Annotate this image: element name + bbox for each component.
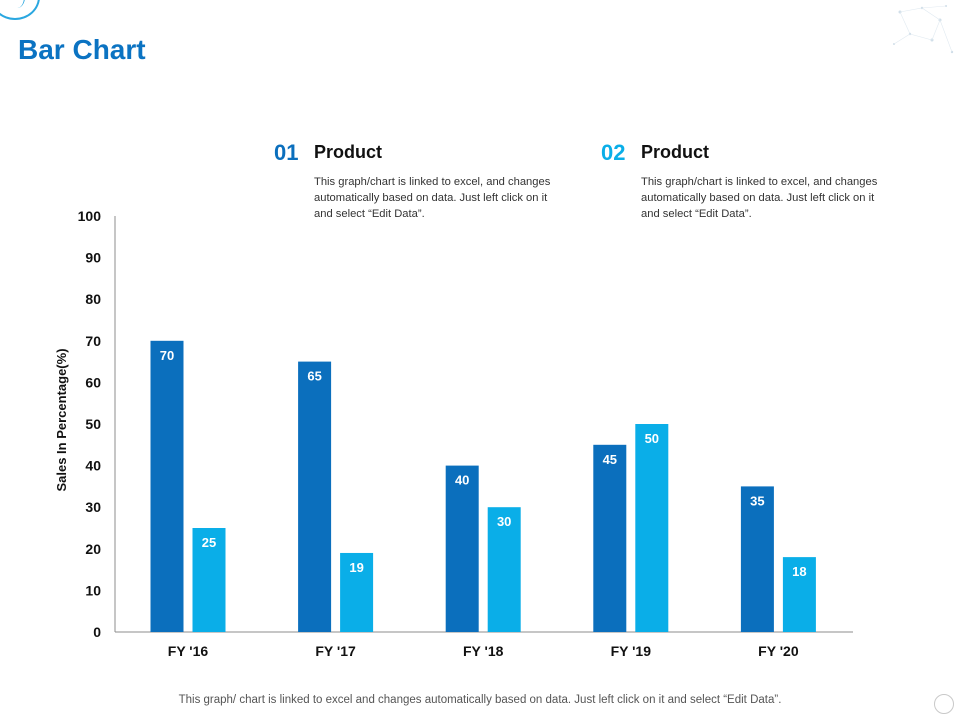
- bar-series-1: [445, 465, 479, 632]
- legend-name-2: Product: [641, 142, 710, 162]
- legend-number-1: 01: [274, 140, 299, 165]
- x-tick-label: FY '19: [611, 643, 652, 659]
- bar-value-label: 18: [792, 564, 806, 579]
- bar-value-label: 35: [750, 493, 764, 508]
- x-tick-label: FY '18: [463, 643, 504, 659]
- y-tick-label: 0: [93, 624, 101, 640]
- y-tick-label: 30: [85, 499, 101, 515]
- bar-value-label: 19: [349, 560, 363, 575]
- bar-value-label: 45: [603, 452, 617, 467]
- bar-series-1: [150, 340, 184, 632]
- bar-value-label: 70: [160, 348, 174, 363]
- bar-series-1: [298, 361, 332, 632]
- bar-series-2: [340, 552, 374, 632]
- legend-name-1: Product: [314, 142, 383, 162]
- y-tick-label: 50: [85, 416, 101, 432]
- bar-value-label: 65: [307, 369, 321, 384]
- bar-value-label: 50: [645, 431, 659, 446]
- y-tick-label: 20: [85, 541, 101, 557]
- legend-description-2: This graph/chart is linked to excel, and…: [641, 176, 878, 220]
- bar-series-2: [487, 507, 521, 632]
- y-tick-label: 60: [85, 374, 101, 390]
- bar-series-1: [593, 444, 627, 632]
- y-axis-title: Sales In Percentage(%): [54, 348, 69, 491]
- y-tick-label: 80: [85, 291, 101, 307]
- bar-value-label: 30: [497, 514, 511, 529]
- legend-number-2: 02: [601, 140, 626, 165]
- page-title: Bar Chart: [18, 34, 146, 65]
- y-tick-label: 40: [85, 458, 101, 474]
- network-dots-decoration: [893, 5, 954, 54]
- x-tick-label: FY '20: [758, 643, 799, 659]
- y-tick-label: 100: [78, 208, 102, 224]
- corner-circle-small-decoration: [934, 694, 954, 714]
- x-tick-label: FY '17: [315, 643, 356, 659]
- bar-series-2: [782, 557, 816, 632]
- bar-value-label: 40: [455, 473, 469, 488]
- bar-value-label: 25: [202, 535, 216, 550]
- y-tick-label: 90: [85, 250, 101, 266]
- bar-series-1: [740, 486, 774, 632]
- legend-description-1: This graph/chart is linked to excel, and…: [314, 176, 551, 220]
- footer-note: This graph/ chart is linked to excel and…: [178, 694, 782, 706]
- y-tick-label: 70: [85, 333, 101, 349]
- x-tick-label: FY '16: [168, 643, 209, 659]
- y-tick-label: 10: [85, 582, 101, 598]
- bar-series-2: [635, 424, 669, 632]
- bar-series-2: [192, 528, 226, 632]
